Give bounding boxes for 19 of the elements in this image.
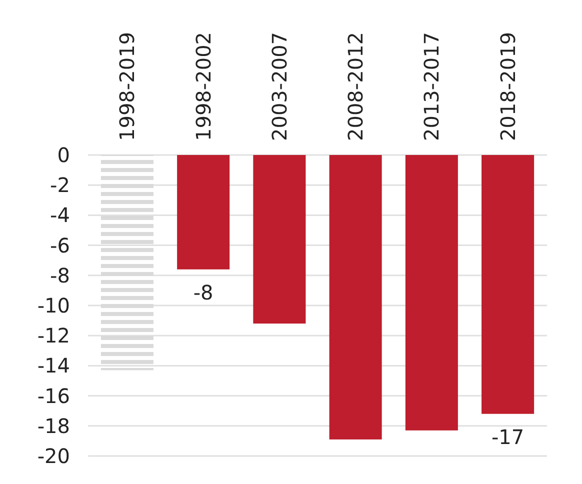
- data-label: -8: [193, 280, 214, 304]
- y-tick-label: -4: [50, 203, 70, 228]
- x-tick-label: 2008-2012: [344, 32, 368, 141]
- data-label: -17: [491, 424, 524, 449]
- y-tick-label: -2: [50, 173, 70, 198]
- y-tick-label: -6: [50, 233, 70, 258]
- y-tick-label: 0: [57, 143, 70, 167]
- y-tick-label: -12: [37, 324, 70, 348]
- y-tick-label: -8: [50, 263, 70, 288]
- y-tick-label: -14: [37, 354, 70, 378]
- x-tick-label: 2003-2007: [267, 32, 292, 141]
- x-tick-label: 2018-2019: [496, 32, 520, 141]
- y-tick-label: -18: [37, 414, 70, 438]
- y-tick-label: -16: [37, 384, 70, 408]
- y-tick-label: -10: [37, 294, 70, 318]
- x-tick-label: 1998-2002: [191, 32, 216, 141]
- x-tick-label: 1998-2019: [115, 32, 140, 141]
- x-tick-label: 2013-2017: [420, 32, 444, 141]
- y-tick-label: -20: [37, 444, 70, 468]
